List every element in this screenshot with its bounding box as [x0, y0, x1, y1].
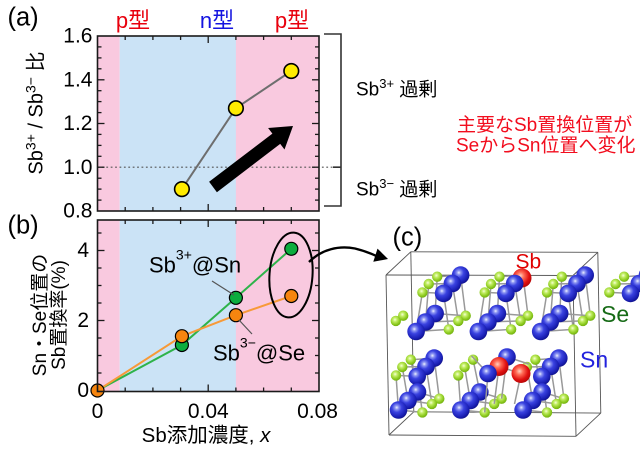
svg-text:主要なSb置換位置が: 主要なSb置換位置が	[457, 114, 632, 136]
svg-text:Sb3+ 過剰: Sb3+ 過剰	[356, 76, 437, 101]
svg-text:p型: p型	[116, 8, 150, 33]
svg-text:0.08: 0.08	[297, 400, 338, 423]
svg-text:2: 2	[77, 309, 89, 332]
svg-text:(a): (a)	[8, 4, 39, 32]
svg-text:Sb: Sb	[516, 251, 542, 274]
svg-text:1.4: 1.4	[63, 68, 93, 91]
svg-text:n型: n型	[200, 8, 234, 33]
svg-text:Sb3−@Se: Sb3−@Se	[213, 335, 305, 366]
svg-text:1.2: 1.2	[63, 112, 92, 135]
svg-text:p型: p型	[275, 8, 309, 33]
svg-text:0.04: 0.04	[188, 400, 229, 423]
svg-text:Sn: Sn	[580, 347, 608, 373]
svg-text:4: 4	[77, 239, 89, 262]
svg-text:0: 0	[92, 400, 104, 423]
svg-text:Sb3+@Sn: Sb3+@Sn	[149, 247, 241, 278]
svg-text:1.6: 1.6	[63, 25, 92, 48]
svg-text:Sb添加濃度, x: Sb添加濃度, x	[142, 424, 271, 447]
svg-text:0.8: 0.8	[63, 200, 92, 223]
svg-text:(b): (b)	[8, 212, 39, 240]
svg-text:(c): (c)	[393, 224, 423, 252]
svg-text:Sb3− 過剰: Sb3− 過剰	[356, 176, 437, 201]
svg-text:1.0: 1.0	[63, 156, 92, 179]
svg-text:Se: Se	[601, 301, 629, 327]
svg-text:0: 0	[77, 379, 89, 402]
svg-text:Sb3+ / Sb3− 比: Sb3+ / Sb3− 比	[23, 51, 48, 174]
svg-text:Sb置換率(%): Sb置換率(%)	[48, 260, 70, 370]
svg-text:Sn・Se位置の: Sn・Se位置の	[29, 254, 51, 376]
svg-text:SeからSn位置へ変化: SeからSn位置へ変化	[456, 135, 635, 157]
